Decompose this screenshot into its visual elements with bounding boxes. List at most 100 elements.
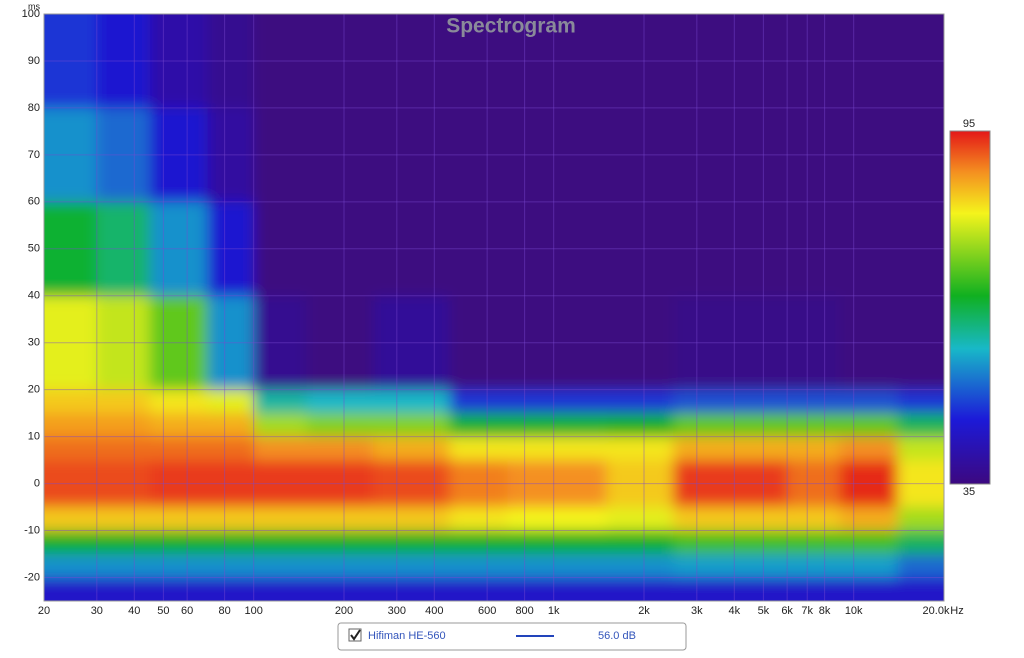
heat-cell (373, 577, 451, 601)
heat-cell (787, 436, 841, 462)
heat-cell (253, 460, 308, 485)
heat-cell (507, 295, 555, 391)
heat-cell (787, 201, 841, 297)
heat-cell (507, 554, 555, 579)
heat-cell (149, 577, 209, 601)
heat-cell (149, 530, 209, 556)
heat-cell (44, 483, 98, 509)
heat-cell (553, 295, 608, 391)
heat-cell (449, 107, 509, 203)
heat-cell (44, 413, 98, 438)
heat-cell (449, 507, 509, 532)
x-tick-label: 3k (691, 605, 703, 617)
heat-cell (306, 483, 375, 509)
heat-cell (839, 483, 899, 509)
heat-cell (553, 483, 608, 509)
heat-cell (839, 460, 899, 485)
x-tick-label: 5k (758, 605, 770, 617)
heat-cell (207, 530, 255, 556)
x-tick-label: 20 (38, 605, 50, 617)
heat-cell (507, 530, 555, 556)
x-tick-label: 30 (91, 605, 103, 617)
heat-cell (507, 460, 555, 485)
heatmap (44, 14, 944, 601)
heat-cell (96, 460, 151, 485)
chart-title: Spectrogram (446, 15, 576, 38)
heat-cell (44, 107, 98, 203)
heat-cell (673, 507, 736, 532)
heat-cell (149, 413, 209, 438)
heat-cell (253, 483, 308, 509)
heat-cell (373, 201, 451, 297)
heat-cell (207, 577, 255, 601)
y-tick-label: -10 (24, 524, 40, 536)
heat-cell (839, 201, 899, 297)
heat-cell (253, 577, 308, 601)
heat-cell (606, 507, 675, 532)
heat-cell (253, 507, 308, 532)
heat-cell (253, 295, 308, 391)
heat-cell (306, 577, 375, 601)
heat-cell (787, 14, 841, 109)
heat-cell (306, 389, 375, 415)
heat-cell (253, 554, 308, 579)
heat-cell (306, 554, 375, 579)
heat-cell (373, 460, 451, 485)
x-tick-label: 300 (388, 605, 406, 617)
x-tick-label: 200 (335, 605, 353, 617)
heat-cell (449, 295, 509, 391)
heat-cell (44, 389, 98, 415)
y-tick-label: 80 (28, 102, 40, 114)
heat-cell (553, 554, 608, 579)
heat-cell (449, 530, 509, 556)
x-tick-label: 800 (515, 605, 533, 617)
heat-cell (149, 554, 209, 579)
heat-cell (507, 436, 555, 462)
heat-cell (553, 201, 608, 297)
heat-cell (606, 577, 675, 601)
heat-cell (207, 14, 255, 109)
heat-cell (673, 295, 736, 391)
heat-cell (207, 389, 255, 415)
heat-cell (787, 577, 841, 601)
heat-cell (373, 14, 451, 109)
heat-cell (306, 295, 375, 391)
heat-cell (306, 413, 375, 438)
heat-cell (507, 483, 555, 509)
heat-cell (606, 436, 675, 462)
heat-cell (897, 436, 944, 462)
heat-cell (96, 389, 151, 415)
y-tick-label: 10 (28, 431, 40, 443)
heat-cell (897, 389, 944, 415)
heat-cell (606, 389, 675, 415)
heat-cell (207, 413, 255, 438)
x-tick-label: 80 (218, 605, 230, 617)
legend-frame (337, 622, 687, 651)
heat-cell (149, 295, 209, 391)
heat-cell (897, 530, 944, 556)
heat-cell (207, 507, 255, 532)
heat-cell (44, 14, 98, 109)
heat-cell (96, 107, 151, 203)
heat-cell (839, 295, 899, 391)
x-tick-label: 8k (819, 605, 831, 617)
heat-cell (449, 14, 509, 109)
heat-cell (839, 14, 899, 109)
heat-cell (306, 460, 375, 485)
heat-cell (553, 413, 608, 438)
heat-cell (373, 507, 451, 532)
heat-cell (449, 483, 509, 509)
heat-cell (507, 107, 555, 203)
heat-cell (606, 554, 675, 579)
heat-cell (897, 460, 944, 485)
colorbar (949, 130, 991, 485)
heat-cell (149, 436, 209, 462)
heat-cell (44, 530, 98, 556)
heat-cell (507, 14, 555, 109)
x-tick-label: 60 (181, 605, 193, 617)
heat-cell (606, 530, 675, 556)
heat-cell (553, 507, 608, 532)
heat-cell (787, 483, 841, 509)
